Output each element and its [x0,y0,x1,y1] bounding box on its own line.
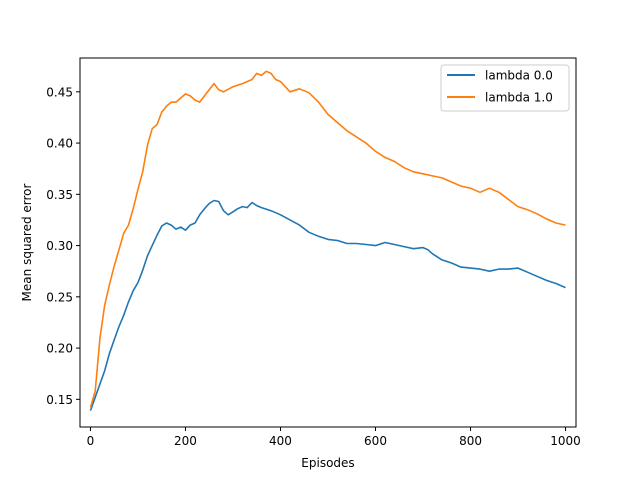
legend-box [440,64,570,112]
y-tick-label: 0.20 [46,342,73,356]
y-tick-label: 0.35 [46,188,73,202]
y-tick-label: 0.30 [46,239,73,253]
series-line-1 [89,70,566,408]
x-tick-label: 0 [87,434,95,448]
y-axis-ticks: 0.15 0.20 0.25 0.30 0.35 0.40 0.45 [46,85,80,407]
y-tick-label: 0.40 [46,137,73,151]
x-tick-label: 800 [459,434,482,448]
legend-entry-lambda-0: lambda 0.0 [485,69,553,83]
y-tick-label: 0.15 [46,393,73,407]
series-line-0 [89,199,566,411]
plot-lines [89,70,566,411]
y-tick-label: 0.45 [46,85,73,99]
x-axis-label: Episodes [301,456,354,470]
x-tick-label: 400 [269,434,292,448]
legend: lambda 0.0 lambda 1.0 [440,64,570,112]
axes-frame [79,57,577,428]
x-tick-label: 1000 [550,434,581,448]
x-axis-ticks: 0 200 400 600 800 1000 [87,427,581,448]
y-tick-label: 0.25 [46,290,73,304]
y-axis-label: Mean squared error [20,183,34,301]
legend-entry-lambda-1: lambda 1.0 [485,91,553,105]
x-tick-label: 200 [174,434,197,448]
x-tick-label: 600 [364,434,387,448]
